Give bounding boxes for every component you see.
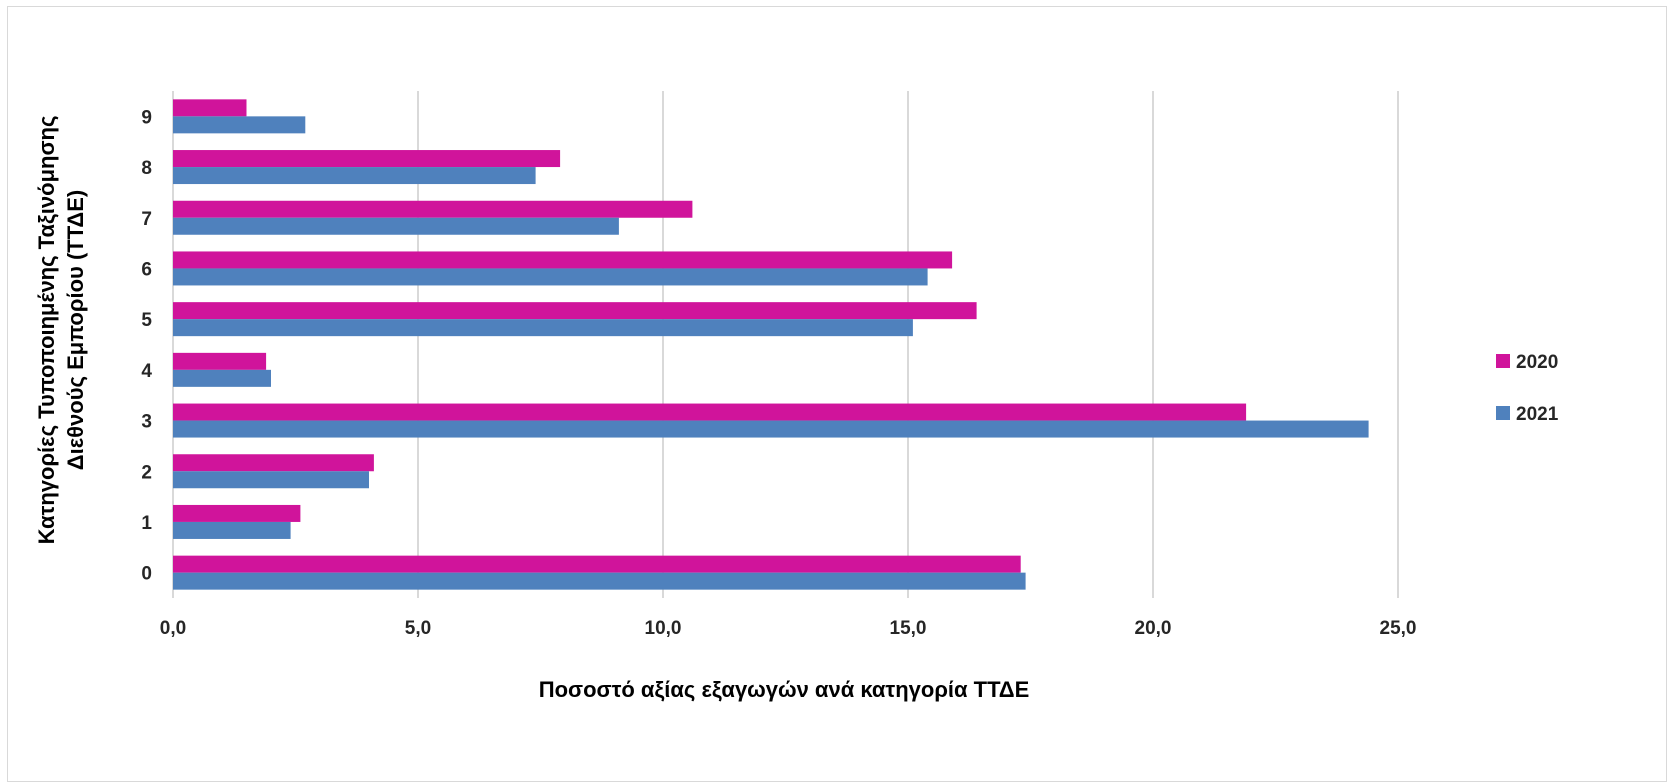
bar-2020-cat-1 bbox=[173, 504, 301, 522]
y-axis-title: Κατηγορίες Τυποποιημένης Ταξινόμησης Διε… bbox=[34, 116, 88, 545]
y-tick-label: 7 bbox=[141, 209, 152, 230]
legend-label-2021: 2021 bbox=[1516, 404, 1559, 425]
x-tick-label: 10,0 bbox=[645, 618, 682, 639]
y-tick-label: 6 bbox=[141, 259, 152, 280]
x-tick-label: 20,0 bbox=[1135, 618, 1172, 639]
bar-2020-cat-7 bbox=[173, 200, 693, 218]
y-axis-title-line-2: Διεθνούς Εμπορίου (ΤΤΔΕ) bbox=[63, 190, 88, 470]
bar-2021-cat-2 bbox=[173, 471, 369, 489]
bar-2021-cat-3 bbox=[173, 420, 1369, 438]
y-tick-label: 3 bbox=[141, 412, 152, 433]
y-tick-labels: 0 1 2 3 4 5 6 7 8 9 bbox=[141, 107, 152, 584]
y-tick-label: 4 bbox=[141, 361, 152, 382]
y-tick-label: 8 bbox=[141, 158, 152, 179]
x-tick-labels: 0,0 5,0 10,0 15,0 20,0 25,0 bbox=[160, 618, 1417, 639]
bar-2020-cat-6 bbox=[173, 251, 953, 269]
legend-label-2020: 2020 bbox=[1516, 352, 1558, 373]
bar-2021-cat-7 bbox=[173, 217, 619, 235]
x-tick-label: 25,0 bbox=[1380, 618, 1417, 639]
x-axis-title: Ποσοστό αξίας εξαγωγών ανά κατηγορία ΤΤΔ… bbox=[539, 677, 1030, 702]
bar-2021-cat-6 bbox=[173, 268, 928, 286]
bar-2021-cat-4 bbox=[173, 369, 271, 387]
bar-2021-cat-0 bbox=[173, 572, 1026, 590]
bar-2020-cat-3 bbox=[173, 403, 1247, 421]
y-tick-label: 9 bbox=[141, 107, 152, 128]
bar-2020-cat-9 bbox=[173, 99, 247, 117]
bar-2020-cat-2 bbox=[173, 454, 374, 472]
x-tick-label: 15,0 bbox=[890, 618, 927, 639]
legend-swatch-2021 bbox=[1496, 406, 1510, 420]
bar-2020-cat-0 bbox=[173, 555, 1021, 573]
y-tick-label: 2 bbox=[141, 462, 152, 483]
legend-swatch-2020 bbox=[1496, 354, 1510, 368]
bar-2020-cat-4 bbox=[173, 352, 267, 370]
legend: 2020 2021 bbox=[1496, 352, 1559, 425]
x-tick-label: 0,0 bbox=[160, 618, 186, 639]
y-axis-title-line-1: Κατηγορίες Τυποποιημένης Ταξινόμησης bbox=[34, 116, 59, 545]
y-tick-label: 0 bbox=[141, 564, 152, 585]
bar-2020-cat-8 bbox=[173, 150, 561, 168]
bar-2021-cat-9 bbox=[173, 116, 306, 134]
bar-2020-cat-5 bbox=[173, 302, 977, 320]
y-tick-label: 1 bbox=[141, 513, 152, 534]
bar-2021-cat-5 bbox=[173, 319, 913, 337]
bar-2021-cat-8 bbox=[173, 167, 536, 185]
y-tick-label: 5 bbox=[141, 310, 152, 331]
bar-2021-cat-1 bbox=[173, 521, 291, 539]
bars bbox=[173, 99, 1369, 590]
x-tick-label: 5,0 bbox=[405, 618, 431, 639]
chart-frame bbox=[7, 6, 1667, 782]
